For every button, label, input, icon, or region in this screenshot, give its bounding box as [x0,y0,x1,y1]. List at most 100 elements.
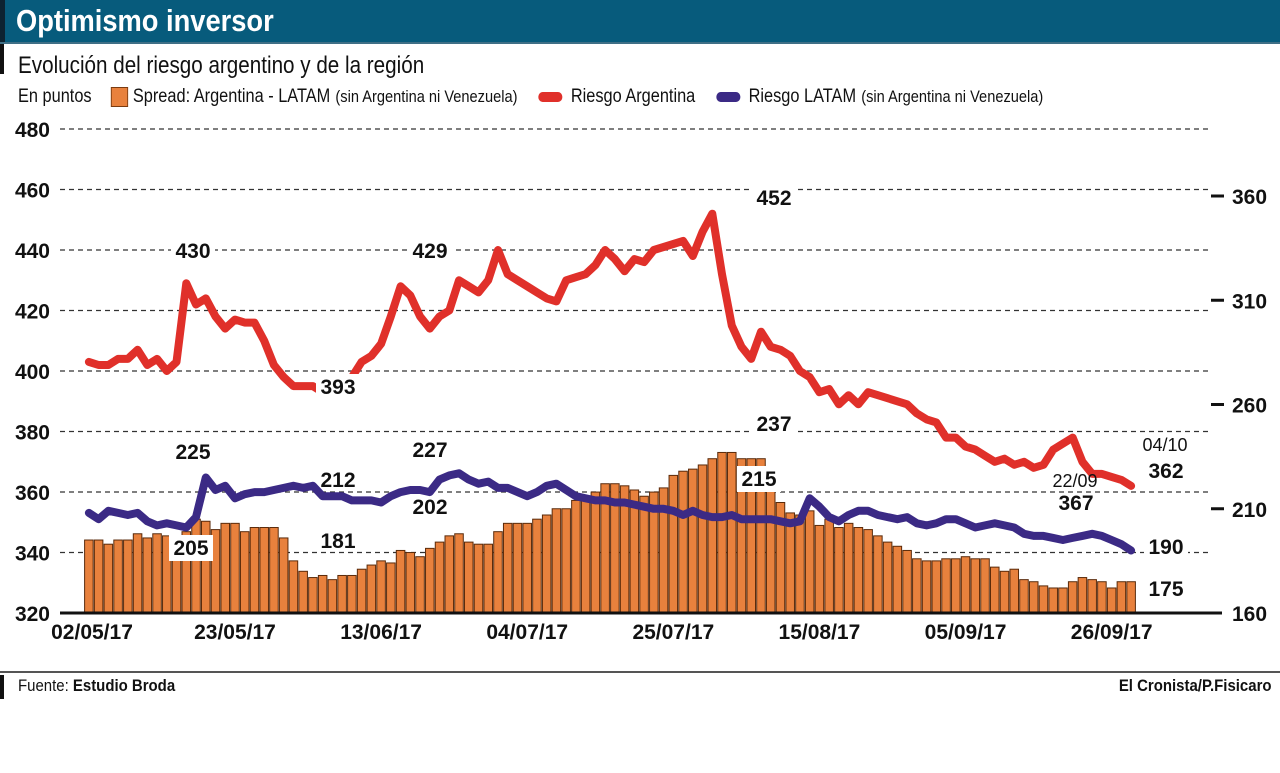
spread-bar [921,560,932,614]
spread-bar [717,451,727,614]
spread-bar [415,556,425,614]
spread-bar [483,543,494,614]
argentina-annotation: 429 [412,240,447,263]
spread-bar [785,512,795,614]
spread-bar [1126,581,1136,614]
spread-bar [522,522,532,614]
spread-bar [337,574,347,614]
spread-bar [853,527,864,614]
argentina-annotation-bg [752,185,796,211]
spread-bar [308,577,318,614]
spread-bar [892,545,903,614]
spread-annotation: 205 [173,537,208,560]
spread-bar [1019,579,1029,614]
argentina-annotation-date: 04/10 [1142,435,1187,455]
spread-bar [93,539,104,614]
spread-bar [512,522,523,614]
x-tick-label: 02/05/17 [51,621,133,644]
spread-bar [327,579,338,614]
spread-bar [580,495,591,614]
y-right-tick-label: 160 [1232,603,1267,626]
x-tick-label: 15/08/17 [779,621,861,644]
subtitle-accent [0,44,4,74]
spread-annotation-bg [752,411,796,437]
y-left-tick-label: 340 [15,543,50,566]
spread-bar [571,499,581,614]
spread-bar [425,547,435,614]
spread-bar [142,537,153,614]
latam-annotation: 190 [1148,536,1183,559]
spread-bar [931,560,942,614]
spread-bar [1106,587,1117,614]
spread-bar [1048,587,1058,614]
legend-latam-note: (sin Argentina ni Venezuela) [861,87,1044,106]
spread-annotation: 175 [1148,578,1183,601]
spread-bar [999,570,1010,614]
spread-bar [1058,587,1068,614]
spread-bar [639,495,649,614]
x-tick-label: 04/07/17 [486,621,568,644]
spread-bar [941,558,951,614]
y-left-tick-label: 420 [15,301,50,324]
source-value: Estudio Broda [72,676,176,695]
x-tick-label: 23/05/17 [194,621,276,644]
spread-bar [804,510,815,614]
spread-bar [473,543,484,614]
spread-bar [532,518,542,614]
spread-bar [376,560,386,614]
spread-bar [84,539,94,614]
spread-annotation: 202 [412,496,447,519]
spread-bar [1116,581,1127,614]
spread-bar [912,558,922,614]
unit-label: En puntos [18,86,92,107]
spread-bar [1067,581,1078,614]
y-left-tick-label: 360 [15,482,50,505]
spread-bar [882,541,893,614]
spread-bar [463,541,474,614]
chart-plot: 320 340 360 380 400 420 440 460 480 160 210 260 310 3… [15,119,1267,644]
spread-bar [590,491,601,614]
spread-bar [434,541,445,614]
y-right-tick-label: 260 [1232,395,1267,418]
spread-bar [386,562,396,614]
x-tick-label: 26/09/17 [1071,621,1153,644]
spread-bar [220,522,231,614]
spread-bar [678,470,688,614]
spread-bar [1038,585,1049,614]
argentina-line [84,209,1136,490]
spread-bar [1028,581,1039,614]
spread-bar [269,527,279,614]
spread-bar [249,527,260,614]
spread-bar [765,479,776,614]
spread-bar [551,508,562,614]
y-left-tick-label: 440 [15,240,50,263]
spread-bar [288,560,299,614]
spread-annotation: 181 [320,530,355,553]
spread-bar [960,556,971,614]
latam-line [84,469,1136,555]
spread-bar [541,514,552,614]
legend-latam-label: Riesgo LATAM [748,86,857,107]
spread-bar [502,522,513,614]
spread-bar [795,514,805,614]
spread-bar [298,570,308,614]
spread-bar [873,535,883,614]
spread-bar [863,529,873,614]
spread-bar [951,558,961,614]
spread-bar [113,539,123,614]
spread-bar [454,533,464,614]
header-banner: Optimismo inversor [0,0,1280,44]
spread-bar [814,524,825,614]
x-tick-label: 25/07/17 [632,621,714,644]
spread-bar [366,564,377,614]
y-left-tick-label: 380 [15,422,50,445]
latam-annotation-bg [1144,534,1188,560]
argentina-annotation: 452 [756,187,791,210]
spread-bars [84,451,1136,614]
y-right-tick-label: 310 [1232,290,1267,313]
y-left-tick-label: 320 [15,603,50,626]
x-tick-label: 13/06/17 [340,621,422,644]
spread-bar [834,527,844,614]
y-right-tick-label: 360 [1232,186,1267,209]
